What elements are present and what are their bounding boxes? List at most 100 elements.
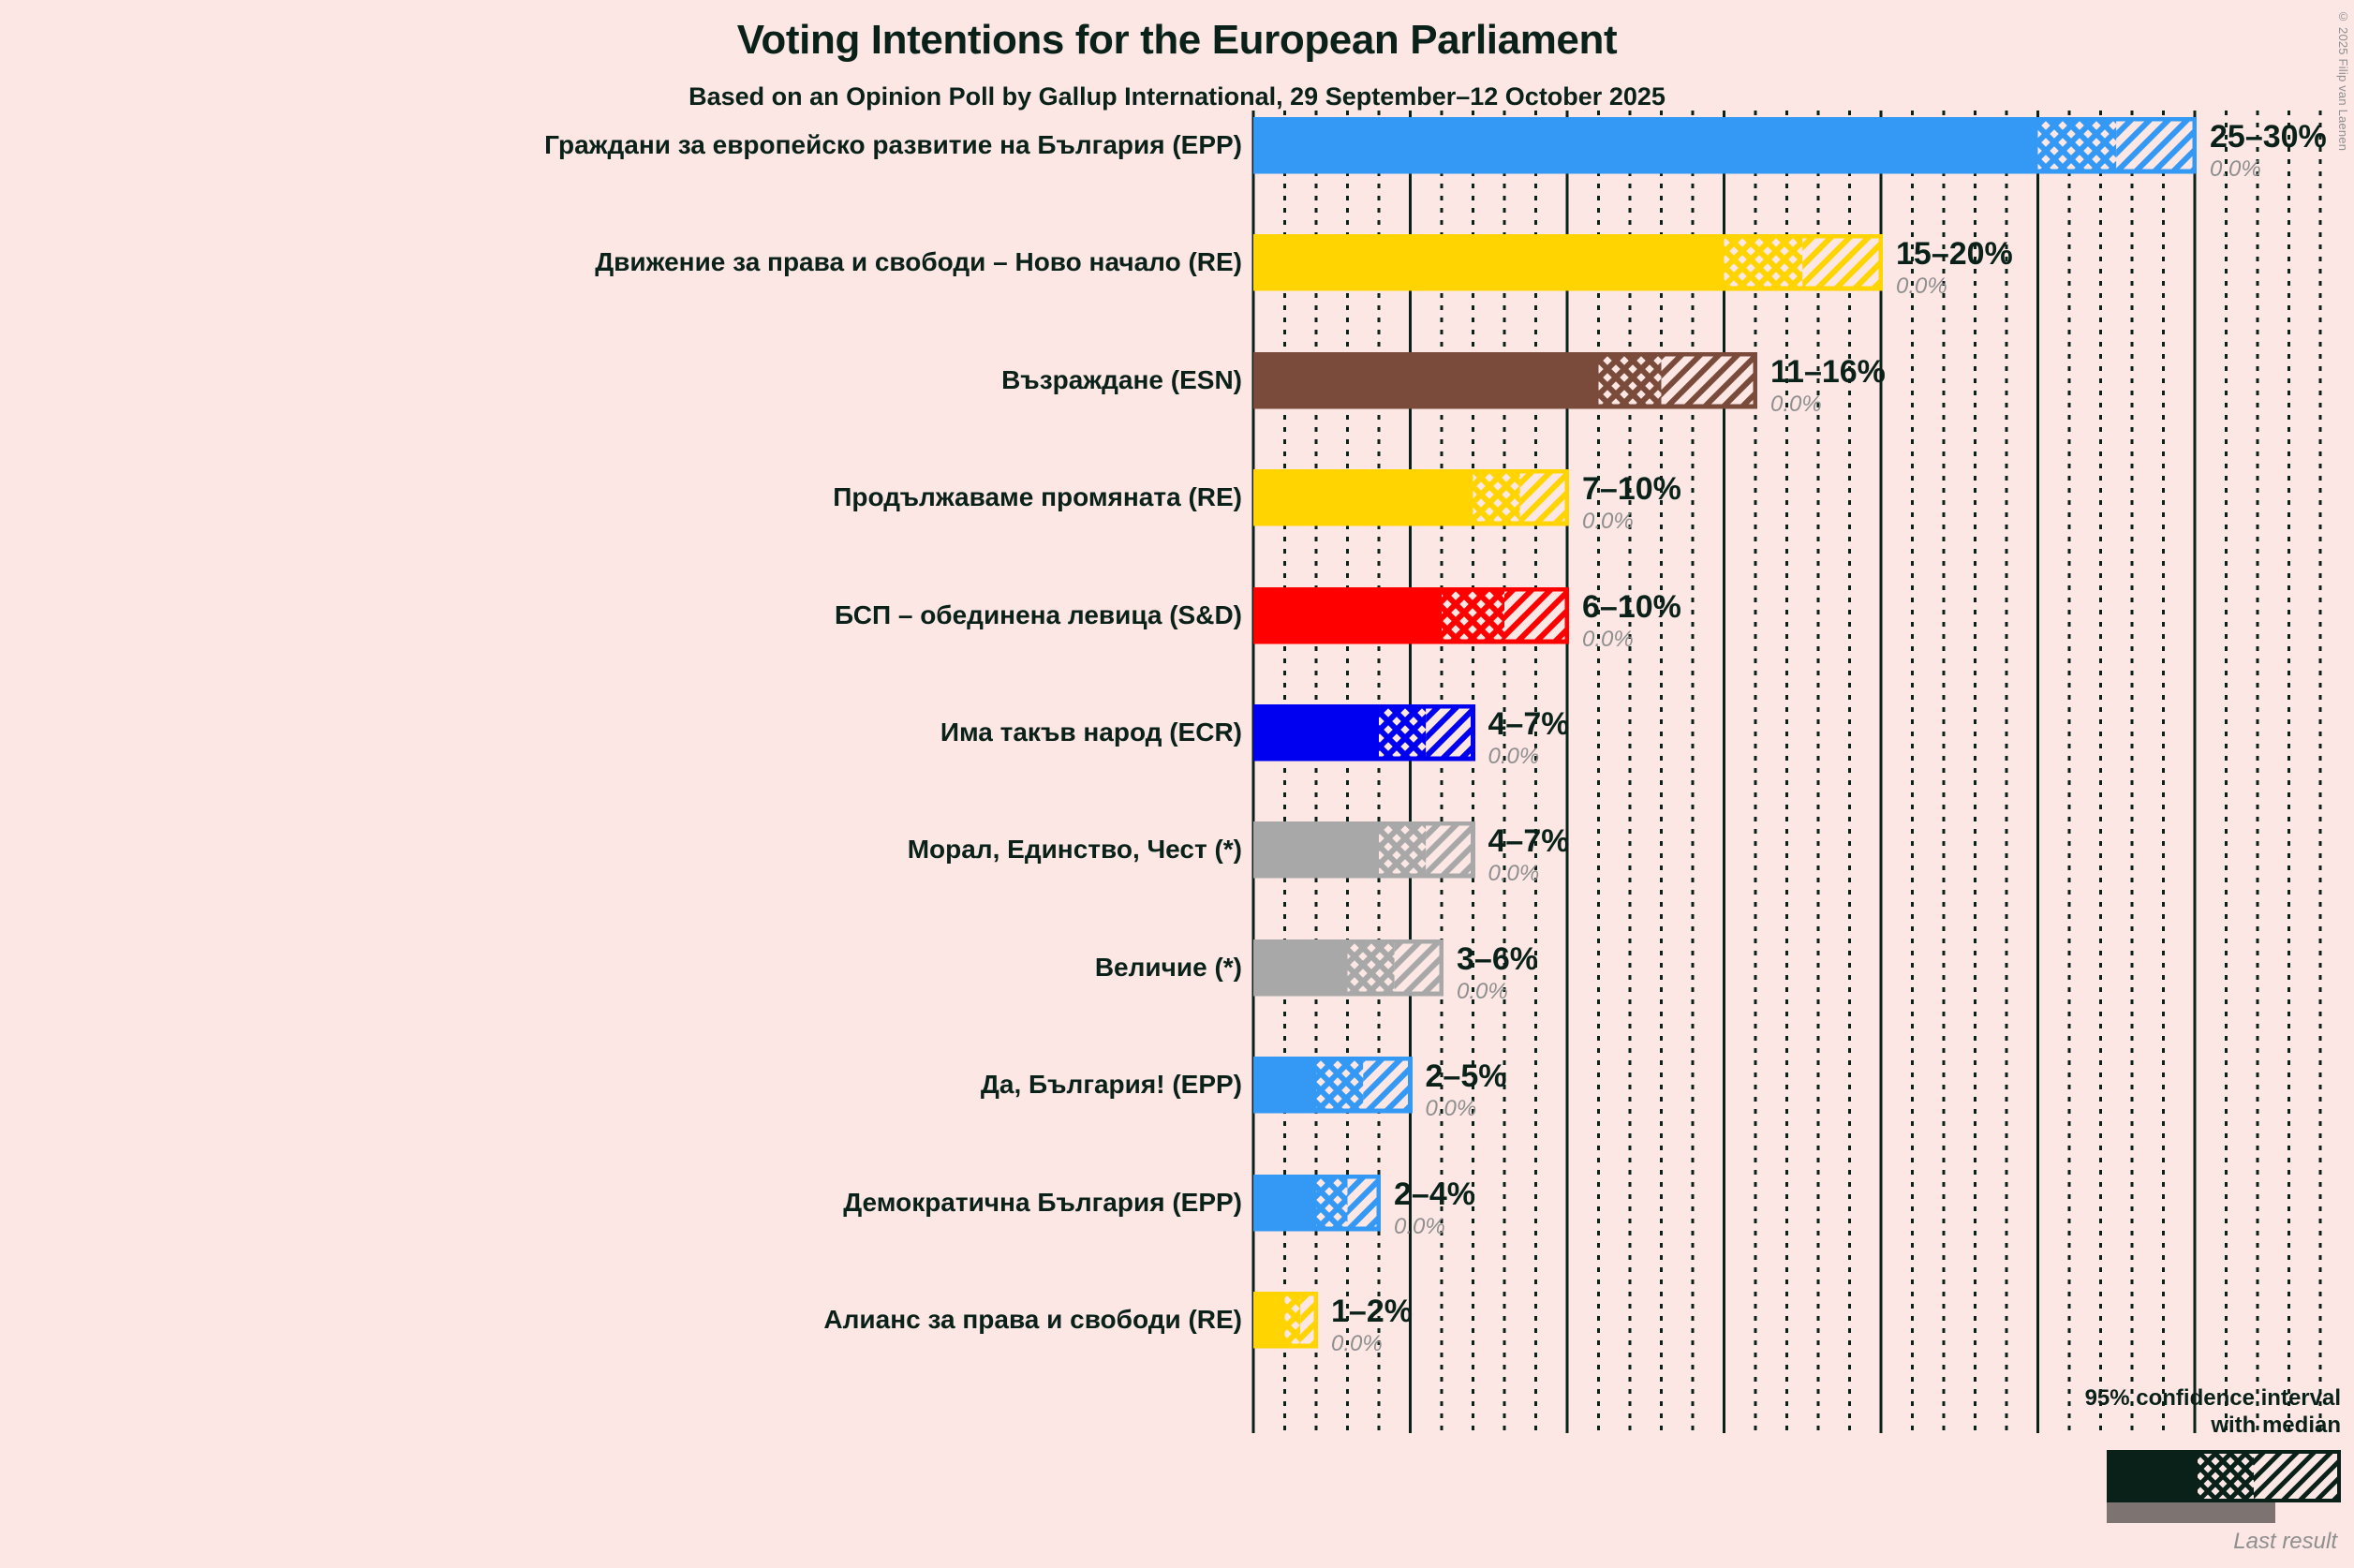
- bar-outline: [1253, 821, 1475, 879]
- row-last-result-label: 0.0%: [1457, 978, 1508, 1004]
- row-label: Морал, Единство, Чест (*): [907, 835, 1242, 865]
- bar-segment-diagonal: [1519, 469, 1567, 526]
- bar-segment-diagonal: [1363, 1057, 1411, 1114]
- bar-outline: [1253, 351, 1757, 409]
- row-value-block: 25–30% 0.0%: [2210, 121, 2327, 181]
- row-bar: [1253, 704, 1475, 762]
- row-value-block: 15–20% 0.0%: [1896, 238, 2013, 298]
- bar-segment-crosshatch: [1316, 1057, 1364, 1114]
- bar-segment-crosshatch: [1473, 469, 1520, 526]
- bar-segment-solid: [1253, 234, 1725, 291]
- bar-segment-solid: [1253, 351, 1599, 408]
- bar-segment-crosshatch: [1442, 586, 1504, 643]
- row-interval-label: 11–16%: [1770, 353, 1886, 390]
- bar-outline: [1253, 1057, 1413, 1114]
- row-value-block: 2–4% 0.0%: [1394, 1178, 1475, 1238]
- bar-segment-diagonal: [1504, 586, 1567, 643]
- bar-segment-solid: [1253, 1174, 1316, 1231]
- row-label: Демократична България (EPP): [843, 1187, 1242, 1217]
- legend-segment-solid: [2110, 1454, 2198, 1499]
- bar-outline: [1253, 1174, 1381, 1232]
- row-bar: [1253, 1057, 1413, 1114]
- legend-caption-line1: 95% confidence interval: [2084, 1385, 2341, 1412]
- bar-segment-crosshatch: [1724, 234, 1803, 291]
- row-last-result-label: 0.0%: [1896, 274, 1947, 300]
- row-label: Алианс за права и свободи (RE): [823, 1305, 1242, 1334]
- row-bar: [1253, 469, 1569, 526]
- row-interval-label: 1–2%: [1331, 1294, 1413, 1329]
- bar-segment-diagonal: [1394, 939, 1442, 996]
- row-value-block: 2–5% 0.0%: [1426, 1060, 1507, 1120]
- bar-segment-crosshatch: [1347, 939, 1395, 996]
- row-interval-label: 4–7%: [1488, 823, 1570, 860]
- bar-segment-solid: [1253, 586, 1442, 643]
- row-label: Има такъв народ (ECR): [940, 717, 1242, 747]
- bar-segment-crosshatch: [1379, 704, 1427, 761]
- bar-segment-crosshatch: [1316, 1174, 1348, 1231]
- row-bar: [1253, 821, 1475, 879]
- legend-segment-diagonal: [2254, 1454, 2337, 1499]
- row-interval-label: 15–20%: [1896, 236, 2013, 273]
- row-last-result-label: 0.0%: [1488, 744, 1540, 769]
- chart-subtitle: Based on an Opinion Poll by Gallup Inter…: [688, 82, 1666, 111]
- legend-interval-bar: [2107, 1450, 2341, 1502]
- row-last-result-label: 0.0%: [1582, 626, 1634, 652]
- row-last-result-label: 0.0%: [1394, 1213, 1445, 1239]
- bar-segment-solid: [1253, 704, 1379, 761]
- row-label: Граждани за европейско развитие на Бълга…: [544, 130, 1242, 159]
- row-interval-label: 25–30%: [2210, 119, 2327, 155]
- row-last-result-label: 0.0%: [1488, 861, 1540, 887]
- bar-segment-diagonal: [1426, 704, 1473, 761]
- row-label: Продължаваме промяната (RE): [833, 482, 1242, 512]
- row-bar: [1253, 1292, 1318, 1349]
- bar-segment-solid: [1253, 1057, 1316, 1114]
- bar-outline: [1253, 704, 1475, 762]
- bar-segment-diagonal: [1300, 1292, 1316, 1348]
- row-last-result-label: 0.0%: [1582, 509, 1634, 535]
- bar-segment-crosshatch: [1598, 351, 1662, 408]
- row-bar: [1253, 117, 2197, 174]
- bar-outline: [1253, 939, 1443, 997]
- row-value-block: 4–7% 0.0%: [1488, 708, 1570, 768]
- legend-caption-line2: with median: [2211, 1412, 2341, 1438]
- row-label: Да, България! (EPP): [980, 1070, 1242, 1100]
- bar-outline: [1253, 1292, 1318, 1349]
- row-interval-label: 7–10%: [1582, 471, 1681, 508]
- bar-segment-diagonal: [2116, 117, 2195, 173]
- row-label: Движение за права и свободи – Ново начал…: [595, 247, 1242, 277]
- bar-outline: [1253, 469, 1569, 526]
- row-bar: [1253, 234, 1883, 291]
- row-interval-label: 3–6%: [1457, 940, 1538, 977]
- bar-segment-solid: [1253, 939, 1348, 996]
- legend-caption: 95% confidence interval with median: [2032, 1385, 2341, 1439]
- copyright-notice: © 2025 Filip van Laenen: [2336, 9, 2350, 152]
- row-label: Величие (*): [1094, 952, 1242, 982]
- bar-segment-diagonal: [1661, 351, 1755, 408]
- row-last-result-label: 0.0%: [2210, 156, 2261, 182]
- row-last-result-label: 0.0%: [1425, 1096, 1477, 1122]
- row-interval-label: 4–7%: [1488, 706, 1570, 742]
- row-bar: [1253, 1174, 1381, 1232]
- row-value-block: 3–6% 0.0%: [1457, 943, 1538, 1003]
- bar-outline: [1253, 234, 1883, 291]
- row-bar: [1253, 939, 1443, 997]
- chart-title: Voting Intentions for the European Parli…: [736, 17, 1618, 63]
- bar-segment-crosshatch: [1379, 821, 1427, 879]
- row-value-block: 4–7% 0.0%: [1488, 825, 1570, 885]
- row-value-block: 7–10% 0.0%: [1582, 473, 1681, 533]
- bar-segment-solid: [1253, 469, 1473, 526]
- row-interval-label: 2–4%: [1394, 1176, 1475, 1212]
- bar-segment-solid: [1253, 117, 2038, 173]
- legend-segment-crosshatch: [2198, 1454, 2254, 1499]
- row-value-block: 1–2% 0.0%: [1331, 1295, 1413, 1355]
- legend-last-result-label: Last result: [2233, 1529, 2337, 1554]
- legend: 95% confidence interval with median Last…: [2032, 1385, 2341, 1555]
- bar-outline: [1253, 117, 2197, 174]
- row-label: БСП – обединена левица (S&D): [834, 599, 1242, 629]
- bar-segment-solid: [1253, 821, 1379, 879]
- bar-segment-diagonal: [1426, 821, 1473, 879]
- bar-segment-diagonal: [1347, 1174, 1379, 1231]
